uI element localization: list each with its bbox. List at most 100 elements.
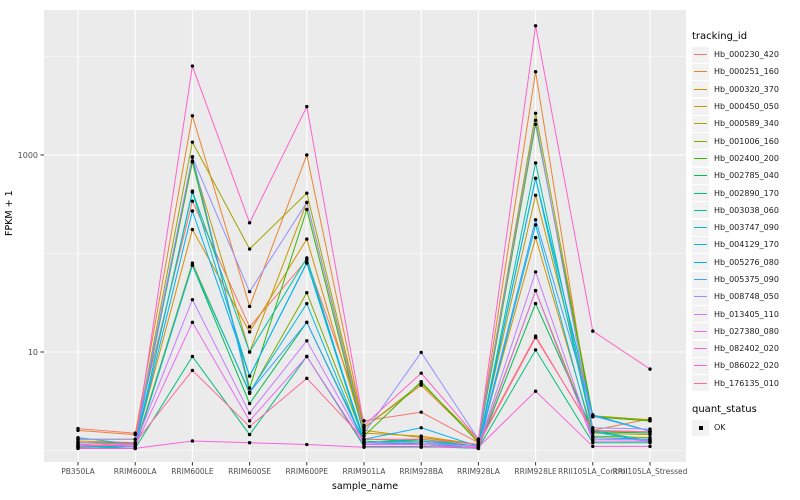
data-point — [419, 350, 423, 355]
line-swatch-icon — [694, 54, 707, 56]
data-point — [591, 426, 595, 430]
data-point — [591, 428, 595, 433]
data-point — [591, 329, 595, 333]
data-point — [533, 118, 538, 123]
data-point — [247, 441, 252, 445]
data-point — [247, 374, 252, 378]
data-point — [362, 445, 366, 449]
data-point — [305, 200, 309, 205]
data-point — [190, 114, 195, 118]
data-point — [533, 161, 538, 165]
data-point — [419, 445, 423, 449]
y-axis-title: FPKM + 1 — [4, 190, 15, 236]
legend-item: Hb_082402_020 — [692, 340, 798, 357]
data-point — [533, 176, 538, 181]
legend-key-box — [692, 167, 709, 184]
line-swatch-icon — [694, 192, 707, 194]
data-point — [533, 122, 538, 126]
data-point — [247, 247, 252, 251]
legend-key-box — [692, 306, 709, 323]
data-point — [362, 434, 366, 438]
data-point — [533, 24, 538, 28]
data-point — [190, 199, 195, 203]
data-point — [190, 297, 195, 302]
data-point — [305, 256, 309, 260]
data-point — [419, 437, 423, 441]
data-point — [476, 445, 481, 449]
legend-label: Hb_002890_170 — [714, 188, 779, 198]
legend-item: Hb_027380_080 — [692, 323, 798, 340]
data-point — [247, 386, 252, 390]
legend-key-box — [692, 98, 709, 115]
data-point — [247, 390, 252, 394]
x-tick-label: RRIM928BA — [399, 467, 444, 476]
data-point — [362, 423, 366, 428]
data-point — [648, 430, 652, 434]
line-swatch-icon — [694, 227, 707, 229]
line-swatch-icon — [694, 261, 707, 263]
data-point — [247, 350, 252, 354]
data-point — [533, 270, 538, 274]
data-point — [190, 320, 195, 325]
legend-key-box — [692, 323, 709, 340]
data-point — [190, 263, 195, 267]
legend-key-box — [692, 202, 709, 219]
data-point — [190, 439, 195, 443]
legend-quant-status: quant_status OK — [692, 404, 798, 436]
data-point — [190, 368, 195, 373]
line-swatch-icon — [694, 365, 707, 367]
legend-item: Hb_005276_080 — [692, 254, 798, 271]
legend-label: Hb_002785_040 — [714, 171, 779, 181]
legend-label: Hb_086022_020 — [714, 361, 779, 371]
legend-item: Hb_013405_110 — [692, 305, 798, 323]
data-point — [190, 64, 195, 68]
data-point — [305, 339, 309, 343]
legend-tracking-id: tracking_id Hb_000230_420 Hb_000251_160 Hb… — [692, 31, 798, 392]
data-point — [190, 227, 195, 232]
data-point — [362, 431, 366, 435]
line-swatch-icon — [694, 71, 707, 73]
legend-label: Hb_003747_090 — [714, 223, 779, 233]
y-tick-label: 10 — [28, 348, 38, 357]
data-point — [247, 419, 252, 423]
data-point — [419, 426, 423, 430]
data-point — [476, 442, 481, 447]
legend-key-box — [692, 340, 709, 357]
data-point — [362, 437, 366, 441]
legend-label: Hb_003038_060 — [714, 205, 779, 215]
data-point — [190, 155, 195, 159]
legend-label: OK — [714, 423, 726, 433]
line-swatch-icon — [694, 313, 707, 315]
data-point — [533, 288, 538, 293]
legend-item: Hb_002400_200 — [692, 150, 798, 167]
data-point — [362, 426, 366, 430]
data-point — [533, 235, 538, 240]
data-point — [247, 304, 252, 309]
legend-label: Hb_000320_370 — [714, 84, 779, 94]
data-point — [305, 153, 309, 157]
legend-item: Hb_000230_420 — [692, 46, 798, 63]
x-tick-label: RRIM928LE — [514, 467, 557, 476]
data-point — [533, 70, 538, 74]
legend-key-box — [692, 81, 709, 98]
data-point — [533, 335, 538, 340]
legend-item-list: Hb_000230_420 Hb_000251_160 Hb_000320_370 H… — [692, 46, 798, 392]
data-point — [362, 442, 366, 447]
legend-label: Hb_005276_080 — [714, 257, 779, 267]
legend-label: Hb_013405_110 — [714, 309, 779, 319]
point-swatch-icon — [698, 425, 703, 430]
data-point — [247, 221, 252, 225]
line-swatch-icon — [694, 279, 707, 280]
data-point — [648, 444, 652, 449]
legend-item: Hb_004129_170 — [692, 236, 798, 253]
legend-key-box — [692, 63, 709, 80]
legend-item: Hb_005375_090 — [692, 271, 798, 288]
legend-item: Hb_001006_160 — [692, 132, 798, 150]
data-point — [648, 419, 652, 423]
legend-item: Hb_176135_010 — [692, 375, 798, 392]
data-point — [133, 446, 137, 451]
legend-key-box — [692, 115, 709, 132]
legend-key-box — [692, 236, 709, 253]
legend-key-box — [692, 46, 709, 63]
data-point — [190, 190, 195, 194]
